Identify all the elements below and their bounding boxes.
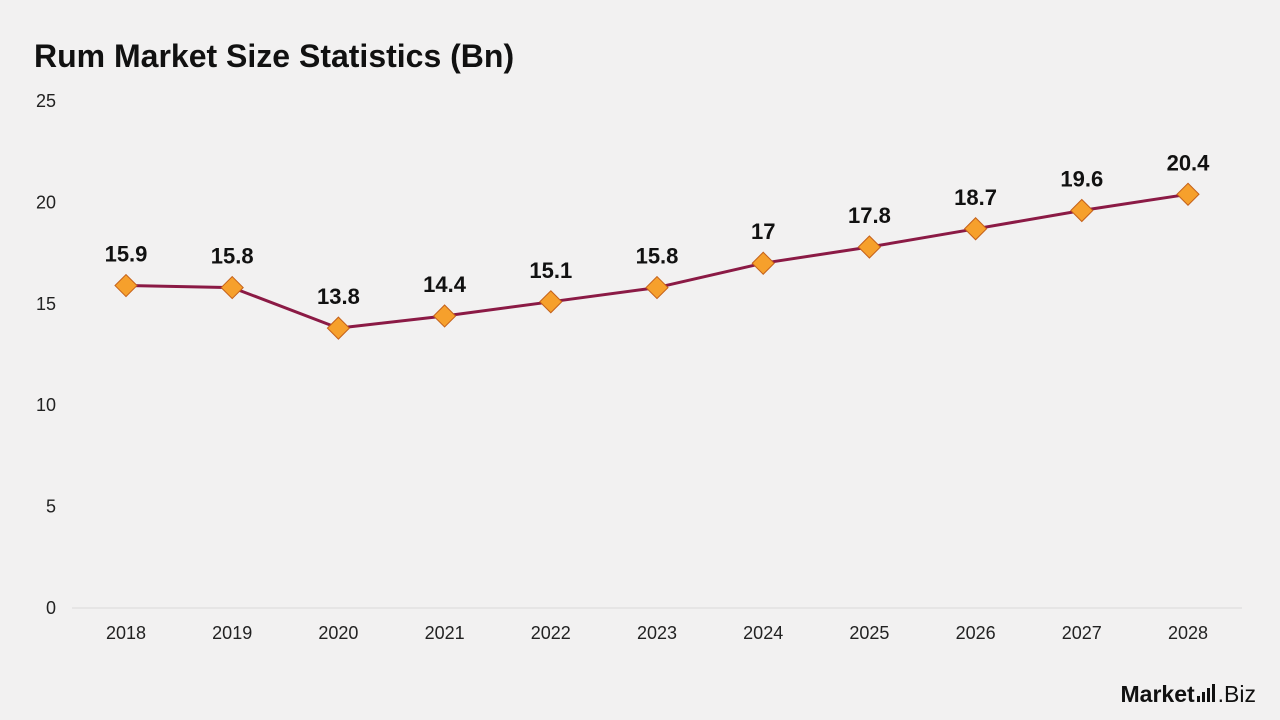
data-point-marker [220, 275, 244, 300]
data-point-marker [539, 290, 563, 314]
data-point-marker [645, 275, 669, 300]
y-tick-label: 0 [46, 598, 56, 618]
x-tick-label: 2018 [106, 623, 146, 643]
x-tick-label: 2025 [849, 623, 889, 643]
x-tick-label: 2024 [743, 623, 783, 643]
data-label: 15.9 [105, 242, 148, 267]
x-tick-label: 2026 [956, 623, 996, 643]
x-tick-label: 2027 [1062, 623, 1102, 643]
data-point-marker [326, 316, 351, 340]
data-label: 20.4 [1167, 150, 1211, 175]
data-point-marker [1070, 198, 1094, 223]
data-label: 13.8 [317, 284, 360, 309]
y-tick-label: 20 [36, 192, 56, 212]
data-label: 15.1 [529, 258, 572, 283]
data-point-marker [751, 251, 775, 275]
data-label: 15.8 [211, 244, 254, 269]
brand-logo: Market .Biz [1121, 683, 1257, 706]
data-label: 18.7 [954, 185, 997, 210]
x-tick-label: 2019 [212, 623, 252, 643]
y-tick-label: 25 [36, 91, 56, 111]
data-point-marker [857, 235, 882, 259]
x-tick-label: 2023 [637, 623, 677, 643]
x-tick-label: 2021 [425, 623, 465, 643]
y-tick-label: 15 [36, 294, 56, 314]
data-label: 15.8 [636, 244, 679, 269]
chart-title: Rum Market Size Statistics (Bn) [34, 38, 515, 74]
x-tick-label: 2022 [531, 623, 571, 643]
data-label: 17.8 [848, 203, 891, 228]
brand-suffix: .Biz [1217, 681, 1256, 707]
data-label: 17 [751, 219, 775, 244]
data-point-marker [1176, 182, 1200, 206]
data-point-marker [114, 273, 138, 298]
y-tick-label: 10 [36, 395, 56, 415]
x-tick-label: 2020 [318, 623, 358, 643]
brand-name: Market [1120, 681, 1195, 707]
data-label: 19.6 [1060, 167, 1103, 192]
bar-chart-icon [1196, 684, 1217, 702]
data-point-marker [963, 217, 988, 241]
x-tick-label: 2028 [1168, 623, 1208, 643]
data-label: 14.4 [423, 272, 467, 297]
data-point-marker [432, 304, 457, 328]
y-tick-label: 5 [46, 497, 56, 517]
